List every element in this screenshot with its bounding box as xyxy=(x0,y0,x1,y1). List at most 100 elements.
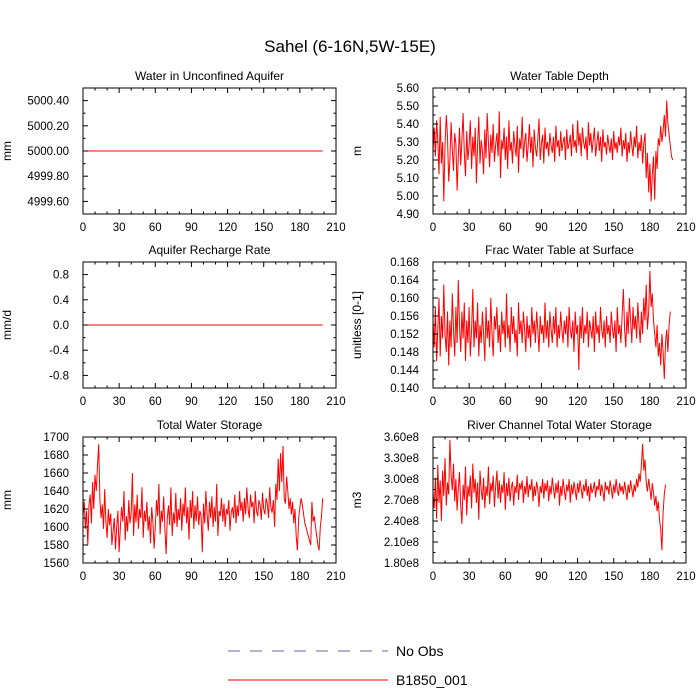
data-line-b1850 xyxy=(432,100,674,202)
x-tick-label: 210 xyxy=(676,396,695,408)
y-tick-label: 0.160 xyxy=(390,293,419,305)
y-axis-label: mm/d xyxy=(0,310,14,340)
y-tick-label: 0.0 xyxy=(53,320,69,332)
panel-river-channel-storage: River Channel Total Water Storage m3 0 30 60… xyxy=(350,418,696,583)
x-tick-label: 120 xyxy=(568,571,587,583)
x-tick-label: 60 xyxy=(499,396,512,408)
y-axis-label: m xyxy=(350,146,364,156)
y-tick-label: 4999.60 xyxy=(27,196,69,208)
panel-frac-water-table: Frac Water Table at Surface unitless [0-1… xyxy=(350,243,696,408)
x-tick-label: 0 xyxy=(430,571,436,583)
y-tick-label: 1640 xyxy=(43,486,69,498)
x-tick-label: 30 xyxy=(113,396,126,408)
x-tick-label: 30 xyxy=(113,222,126,234)
y-tick-label: 5.00 xyxy=(397,191,419,203)
x-tick-label: 90 xyxy=(535,396,548,408)
x-tick-label: 180 xyxy=(290,222,309,234)
y-tick-label: 5000.00 xyxy=(27,146,69,158)
y-tick-label: 5000.20 xyxy=(27,121,69,133)
y-tick-label: 0.4 xyxy=(53,295,70,307)
panel-title: Water in Unconfined Aquifer xyxy=(135,69,284,83)
x-tick-label: 0 xyxy=(430,222,436,234)
x-tick-label: 0 xyxy=(80,571,86,583)
x-tick-label: 30 xyxy=(463,571,476,583)
y-axis-label: mm xyxy=(0,141,14,161)
y-tick-label: 5.50 xyxy=(397,101,419,113)
y-tick-label: 0.140 xyxy=(390,383,419,395)
y-tick-label: 1700 xyxy=(43,432,69,444)
y-tick-label: 5.40 xyxy=(397,119,419,131)
x-tick-label: 120 xyxy=(218,396,237,408)
y-axis-label: unitless [0-1] xyxy=(350,291,364,359)
y-tick-label: 0.168 xyxy=(390,257,419,269)
panel-title: Frac Water Table at Surface xyxy=(485,243,634,257)
panel-title: Water Table Depth xyxy=(510,69,609,83)
x-tick-label: 90 xyxy=(185,396,198,408)
x-tick-label: 150 xyxy=(254,571,273,583)
y-axis-label: m3 xyxy=(350,491,364,508)
y-tick-label: 3.30e8 xyxy=(384,453,419,465)
y-tick-label: 2.10e8 xyxy=(384,537,419,549)
x-tick-label: 90 xyxy=(185,222,198,234)
y-tick-label: 5.10 xyxy=(397,173,419,185)
x-tick-label: 210 xyxy=(676,571,695,583)
x-tick-label: 90 xyxy=(535,222,548,234)
y-tick-label: 1660 xyxy=(43,468,69,480)
y-tick-label: 5.60 xyxy=(397,83,419,95)
y-tick-label: 2.70e8 xyxy=(384,495,419,507)
x-tick-label: 150 xyxy=(604,571,623,583)
y-tick-label: 5.20 xyxy=(397,155,419,167)
y-tick-label: 5.30 xyxy=(397,137,419,149)
x-tick-label: 120 xyxy=(218,222,237,234)
x-tick-label: 0 xyxy=(80,222,86,234)
panel-title: River Channel Total Water Storage xyxy=(467,418,652,432)
x-tick-label: 60 xyxy=(149,571,162,583)
y-tick-label: 3.00e8 xyxy=(384,474,419,486)
x-tick-label: 180 xyxy=(640,571,659,583)
x-tick-label: 210 xyxy=(326,396,345,408)
legend: No Obs B1850_001 xyxy=(228,643,468,688)
x-tick-label: 60 xyxy=(499,571,512,583)
x-tick-label: 180 xyxy=(640,396,659,408)
y-tick-label: 0.156 xyxy=(390,311,419,323)
x-tick-label: 0 xyxy=(430,396,436,408)
x-tick-label: 180 xyxy=(290,571,309,583)
x-tick-label: 150 xyxy=(604,396,623,408)
x-tick-label: 180 xyxy=(290,396,309,408)
x-tick-label: 150 xyxy=(254,222,273,234)
y-tick-label: 1.80e8 xyxy=(384,558,419,570)
y-tick-label: 1560 xyxy=(43,558,69,570)
x-tick-label: 30 xyxy=(113,571,126,583)
y-tick-label: 1580 xyxy=(43,540,69,552)
x-tick-label: 150 xyxy=(254,396,273,408)
y-tick-label: 4999.80 xyxy=(27,171,69,183)
y-tick-label: 3.60e8 xyxy=(384,432,419,444)
y-tick-label: 1620 xyxy=(43,504,69,516)
y-tick-label: 0.8 xyxy=(53,270,69,282)
x-tick-label: 90 xyxy=(535,571,548,583)
panel-recharge-rate: Aquifer Recharge Rate mm/d 0 30 60 90 120 150 18… xyxy=(0,243,346,408)
x-tick-label: 120 xyxy=(568,222,587,234)
x-tick-label: 90 xyxy=(185,571,198,583)
y-tick-label: 1680 xyxy=(43,450,69,462)
y-tick-label: 0.152 xyxy=(390,329,419,341)
x-tick-label: 30 xyxy=(463,222,476,234)
x-tick-label: 120 xyxy=(218,571,237,583)
y-tick-label: -0.4 xyxy=(49,345,69,357)
panel-total-water-storage: Total Water Storage mm 0 30 60 90 120 150 180 210… xyxy=(0,418,346,583)
x-tick-label: 210 xyxy=(676,222,695,234)
y-tick-label: 0.148 xyxy=(390,347,419,359)
x-tick-label: 60 xyxy=(499,222,512,234)
x-tick-label: 0 xyxy=(80,396,86,408)
y-axis-label: mm xyxy=(0,490,14,510)
y-tick-label: 0.144 xyxy=(390,365,419,377)
figure-title: Sahel (6-16N,5W-15E) xyxy=(264,37,436,56)
panel-unconfined-aquifer: Water in Unconfined Aquifer mm 0 30 60 90 120 1… xyxy=(0,69,346,234)
y-tick-label: -0.8 xyxy=(49,370,69,382)
x-tick-label: 30 xyxy=(463,396,476,408)
x-tick-label: 60 xyxy=(149,222,162,234)
legend-no-obs-label: No Obs xyxy=(396,643,443,659)
panel-title: Total Water Storage xyxy=(157,418,263,432)
x-tick-label: 210 xyxy=(326,222,345,234)
